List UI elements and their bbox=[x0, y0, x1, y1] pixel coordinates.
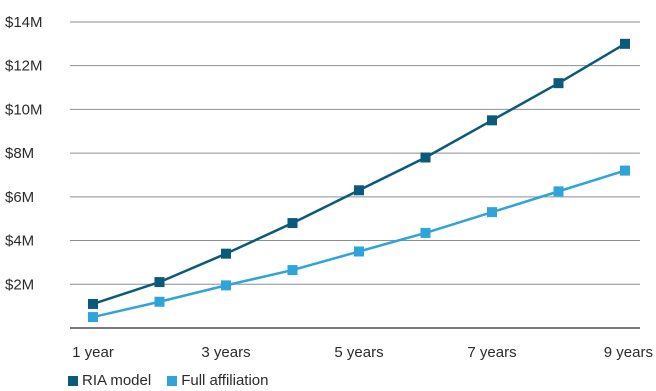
data-point-full-affiliation bbox=[221, 280, 231, 291]
data-point-full-affiliation bbox=[287, 265, 298, 276]
x-tick-label: 3 years bbox=[201, 344, 250, 361]
legend: RIA model Full affiliation bbox=[68, 372, 284, 389]
legend-item-ria-model: RIA model bbox=[68, 372, 151, 389]
data-point-full-affiliation bbox=[354, 246, 364, 257]
data-point-ria-model bbox=[620, 38, 630, 49]
legend-swatch-ria-model bbox=[68, 375, 78, 386]
data-point-ria-model bbox=[553, 78, 564, 89]
data-point-ria-model bbox=[154, 277, 165, 288]
data-point-ria-model bbox=[420, 152, 431, 163]
x-tick-label: 1 year bbox=[72, 344, 114, 361]
data-point-full-affiliation bbox=[154, 296, 165, 307]
y-axis-tick-labels: $2M $4M $6M $8M $10M $12M $14M bbox=[5, 14, 43, 293]
data-point-full-affiliation bbox=[487, 207, 497, 218]
data-point-ria-model bbox=[88, 298, 98, 309]
data-point-full-affiliation bbox=[420, 227, 431, 238]
x-tick-label: 5 years bbox=[334, 344, 383, 361]
series-lines bbox=[88, 38, 630, 323]
data-point-ria-model bbox=[354, 185, 364, 196]
y-tick-label: $2M bbox=[5, 276, 34, 293]
x-tick-label: 9 years bbox=[604, 344, 653, 361]
x-tick-label: 7 years bbox=[467, 344, 516, 361]
legend-label-ria-model: RIA model bbox=[82, 372, 152, 389]
data-point-ria-model bbox=[221, 248, 231, 259]
data-point-full-affiliation bbox=[553, 186, 564, 197]
y-tick-label: $8M bbox=[5, 145, 34, 162]
legend-swatch-full-affiliation bbox=[167, 375, 178, 386]
y-tick-label: $14M bbox=[5, 14, 43, 31]
y-tick-label: $6M bbox=[5, 189, 34, 206]
data-point-ria-model bbox=[487, 115, 497, 126]
x-axis-tick-labels: 1 year 3 years 5 years 7 years 9 years bbox=[72, 344, 653, 361]
data-point-ria-model bbox=[287, 218, 298, 229]
data-point-full-affiliation bbox=[620, 165, 630, 176]
legend-item-full-affiliation: Full affiliation bbox=[167, 372, 268, 389]
y-tick-label: $10M bbox=[5, 101, 43, 118]
legend-label-full-affiliation: Full affiliation bbox=[181, 372, 269, 389]
y-tick-label: $4M bbox=[5, 233, 34, 250]
series-line-ria-model bbox=[92, 42, 626, 306]
grid-lines bbox=[70, 21, 640, 329]
y-tick-label: $12M bbox=[5, 58, 43, 75]
data-point-full-affiliation bbox=[88, 312, 98, 323]
